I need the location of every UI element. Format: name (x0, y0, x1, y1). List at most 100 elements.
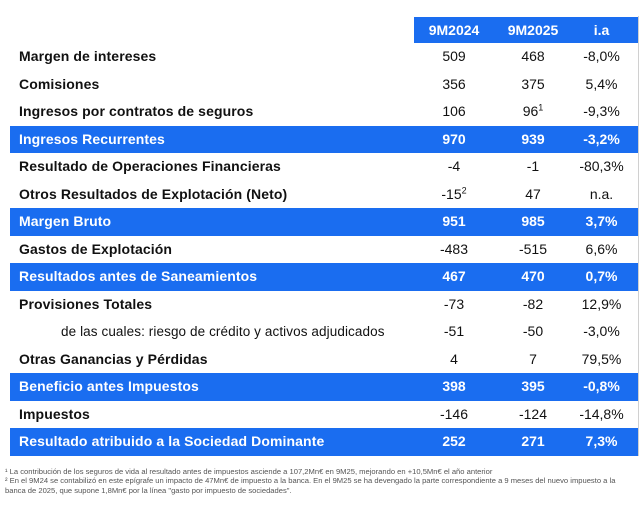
value-9m2025: -82 (493, 291, 573, 319)
value-ia-text: 12,9% (581, 295, 622, 312)
value-9m2025: 468 (493, 43, 573, 71)
value-9m2024-text: 356 (442, 75, 466, 92)
value-ia: 0,7% (564, 263, 639, 291)
value-9m2025: 939 (493, 126, 573, 154)
value-ia: 5,4% (564, 71, 639, 99)
value-9m2025-text: -515 (518, 240, 548, 257)
value-ia-text: -3,0% (583, 323, 620, 339)
table-row: Otros Resultados de Explotación (Neto) -1… (10, 181, 638, 209)
table-row-highlight: Beneficio antes Impuestos 398 395 -0,8% (10, 373, 638, 401)
row-label: Otras Ganancias y Pérdidas (19, 350, 208, 367)
row-label: Gastos de Explotación (19, 240, 173, 257)
value-9m2024: -152 (414, 181, 494, 209)
value-ia-text: 5,4% (585, 75, 618, 92)
row-label: Ingresos Recurrentes (19, 130, 165, 147)
value-9m2024: 106 (414, 98, 494, 126)
value-9m2025: -515 (493, 236, 573, 264)
value-9m2024: -483 (414, 236, 494, 264)
table-header: 9M2024 9M2025 i.a (10, 17, 639, 43)
value-9m2024-text: 951 (442, 213, 466, 229)
value-9m2025: 47 (493, 181, 573, 209)
row-label: Resultados antes de Saneamientos (19, 268, 258, 284)
row-label: de las cuales: riesgo de crédito y activ… (61, 324, 385, 339)
value-ia: -3,2% (564, 126, 639, 154)
value-ia: 12,9% (564, 291, 639, 319)
footnotes: ¹ La contribución de los seguros de vida… (5, 467, 635, 495)
value-9m2025: 271 (493, 428, 573, 456)
value-ia: -14,8% (564, 401, 639, 429)
value-ia-text: -80,3% (579, 158, 624, 174)
table-row-highlight: Resultados antes de Saneamientos 467 470 0,… (10, 263, 638, 291)
value-9m2024: 467 (414, 263, 494, 291)
value-9m2025: 470 (493, 263, 573, 291)
value-9m2025-text: 375 (521, 75, 545, 92)
value-9m2024: 356 (414, 71, 494, 99)
row-label: Resultado atribuido a la Sociedad Domina… (19, 433, 325, 449)
value-9m2025-text: 468 (521, 48, 545, 64)
value-9m2024: 509 (414, 43, 494, 71)
value-9m2024: 4 (414, 346, 494, 374)
table-row: Ingresos por contratos de seguros 106 961 -… (10, 98, 638, 126)
value-ia: 6,6% (564, 236, 639, 264)
value-9m2025-text: 939 (521, 130, 545, 147)
header-9m2024: 9M2024 (428, 22, 480, 38)
row-label: Ingresos por contratos de seguros (19, 103, 254, 119)
header-9m2025: 9M2025 (507, 22, 559, 38)
table-row: Provisiones Totales -73 -82 12,9% (10, 291, 638, 319)
value-ia: -3,0% (564, 318, 639, 346)
row-label: Resultado de Operaciones Financieras (19, 158, 281, 174)
row-label: Margen de intereses (19, 48, 157, 64)
value-9m2024-text: 4 (450, 350, 458, 367)
value-9m2025-text: 96 (522, 103, 539, 119)
value-9m2024: 252 (414, 428, 494, 456)
table-row-highlight: Margen Bruto 951 985 3,7% (10, 208, 638, 236)
value-ia: -0,8% (564, 373, 639, 401)
value-9m2025: 7 (493, 346, 573, 374)
header-ia: i.a (593, 22, 610, 38)
value-9m2025-text: -50 (522, 323, 544, 339)
table-row: Resultado de Operaciones Financieras -4 -1… (10, 153, 638, 181)
table-body: Margen de intereses 509 468 -8,0% Comisiones… (10, 43, 638, 456)
value-9m2025-text: -82 (522, 295, 544, 312)
table-row: Comisiones 356 375 5,4% (10, 71, 638, 99)
table-row: Margen de intereses 509 468 -8,0% (10, 43, 638, 71)
value-ia-text: n.a. (589, 185, 614, 202)
value-ia: 79,5% (564, 346, 639, 374)
value-ia-text: -0,8% (583, 378, 620, 394)
header-background (414, 17, 639, 43)
value-9m2024: -146 (414, 401, 494, 429)
table-right-border (638, 16, 639, 456)
value-9m2025: 985 (493, 208, 573, 236)
value-9m2024-text: -73 (443, 295, 465, 312)
value-9m2025-text: 7 (529, 350, 537, 367)
value-9m2025: 375 (493, 71, 573, 99)
row-label: Provisiones Totales (19, 295, 153, 312)
value-ia: -8,0% (564, 43, 639, 71)
table-row: Gastos de Explotación -483 -515 6,6% (10, 236, 638, 264)
value-9m2025-text: 470 (521, 268, 545, 284)
value-9m2024: 951 (414, 208, 494, 236)
value-9m2025: -50 (493, 318, 573, 346)
value-9m2024: -73 (414, 291, 494, 319)
value-9m2024: 970 (414, 126, 494, 154)
footnote-marker: 1 (538, 102, 544, 113)
value-9m2024-text: 970 (442, 130, 466, 147)
value-9m2024-text: 106 (442, 103, 466, 119)
value-ia-text: -8,0% (583, 48, 620, 64)
row-label: Impuestos (19, 405, 90, 422)
table-row: Otras Ganancias y Pérdidas 4 7 79,5% (10, 346, 638, 374)
value-ia: -9,3% (564, 98, 639, 126)
value-9m2025-text: 47 (525, 185, 541, 202)
value-9m2024-text: -4 (447, 158, 461, 174)
row-label: Otros Resultados de Explotación (Neto) (19, 185, 288, 202)
value-9m2024-text: 467 (442, 268, 466, 284)
value-9m2024: -51 (414, 318, 494, 346)
value-9m2025-text: 985 (521, 213, 545, 229)
table-row: de las cuales: riesgo de crédito y activ… (10, 318, 638, 346)
value-ia: 7,3% (564, 428, 639, 456)
value-ia-text: 7,3% (585, 433, 618, 449)
value-ia-text: 3,7% (585, 213, 618, 229)
value-ia: 3,7% (564, 208, 639, 236)
value-9m2024-text: -15 (441, 185, 462, 202)
value-9m2025-text: 271 (521, 433, 545, 449)
